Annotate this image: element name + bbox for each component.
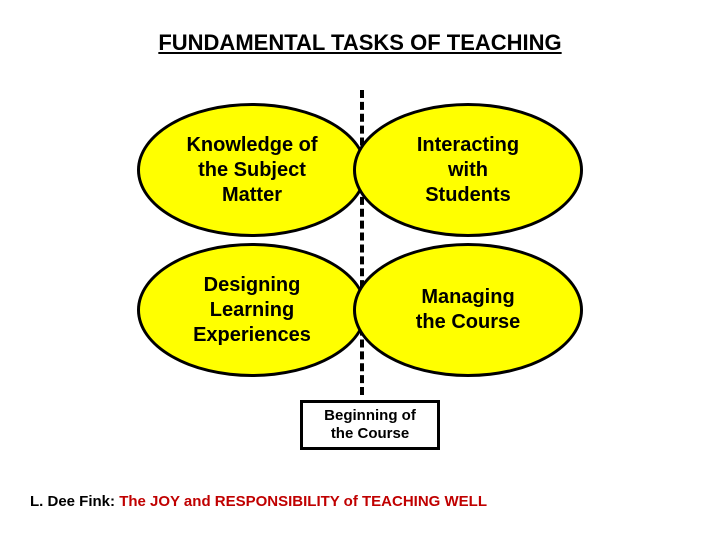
ellipse-label: InteractingwithStudents bbox=[417, 133, 519, 208]
credit-author: L. Dee Fink: bbox=[30, 493, 119, 510]
credit-line: L. Dee Fink: The JOY and RESPONSIBILITY … bbox=[30, 493, 487, 510]
caption-box: Beginning ofthe Course bbox=[300, 400, 440, 450]
ellipse-designing: DesigningLearningExperiences bbox=[137, 243, 367, 377]
ellipse-label: DesigningLearningExperiences bbox=[193, 273, 311, 348]
ellipse-managing: Managingthe Course bbox=[353, 243, 583, 377]
caption-text: Beginning ofthe Course bbox=[324, 407, 416, 443]
credit-tagline: The JOY and RESPONSIBILITY of TEACHING W… bbox=[119, 493, 487, 510]
ellipse-knowledge: Knowledge ofthe SubjectMatter bbox=[137, 103, 367, 237]
ellipse-interacting: InteractingwithStudents bbox=[353, 103, 583, 237]
page-title: FUNDAMENTAL TASKS OF TEACHING bbox=[0, 30, 720, 56]
vertical-divider bbox=[360, 90, 364, 395]
ellipse-label: Managingthe Course bbox=[416, 285, 520, 335]
ellipse-label: Knowledge ofthe SubjectMatter bbox=[186, 133, 317, 208]
title-text: FUNDAMENTAL TASKS OF TEACHING bbox=[158, 30, 561, 55]
